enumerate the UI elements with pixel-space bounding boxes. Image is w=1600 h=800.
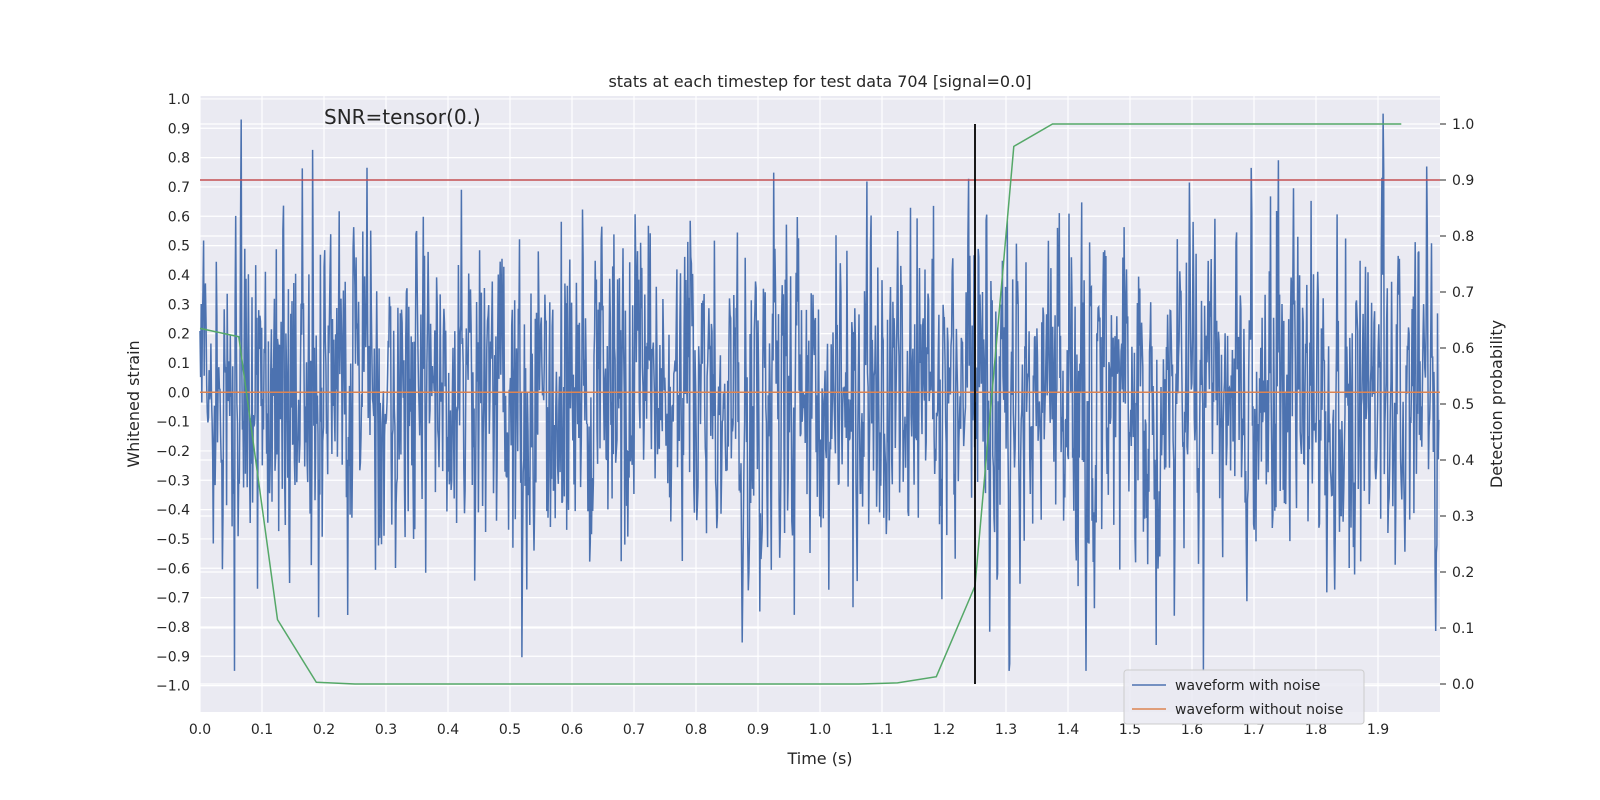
y-axis-ticks: 1.0 0.9 0.8 0.7 0.6 0.5 0.4 0.3 0.2 0.1 0.0 −0.1 −0.… (156, 92, 190, 695)
x-tick-label: 1.4 (1057, 722, 1079, 738)
x-tick-label: 0.1 (251, 722, 273, 738)
y-tick-label: −0.8 (156, 620, 190, 636)
y2-tick-label: 0.6 (1452, 341, 1474, 357)
y2-axis-ticks: 0.0 0.1 0.2 0.3 0.4 0.5 0.6 0.7 0.8 0.9 1.0 (1440, 117, 1474, 693)
x-tick-label: 0.0 (189, 722, 211, 738)
y2-tick-label: 0.1 (1452, 621, 1474, 637)
y2-tick-label: 0.8 (1452, 229, 1474, 245)
legend-box (1123, 669, 1365, 725)
y-tick-label: 0.4 (168, 268, 190, 284)
y-axis-label: Whitened strain (124, 340, 143, 467)
legend-label-waveform-without-noise: waveform without noise (1175, 702, 1343, 718)
y-tick-label: 0.6 (168, 209, 190, 225)
y-tick-label: −0.3 (156, 473, 190, 489)
x-tick-label: 0.5 (499, 722, 521, 738)
x-tick-label: 1.2 (933, 722, 955, 738)
y2-tick-label: 1.0 (1452, 117, 1474, 133)
x-tick-label: 0.8 (685, 722, 707, 738)
x-tick-label: 1.3 (995, 722, 1017, 738)
y-tick-label: 0.5 (168, 239, 190, 255)
x-tick-label: 0.4 (437, 722, 459, 738)
x-tick-label: 0.9 (747, 722, 769, 738)
x-axis-ticks: 0.0 0.1 0.2 0.3 0.4 0.5 0.6 0.7 0.8 0.9 1.0 1.1 1.2 1… (189, 722, 1389, 738)
y-tick-label: 0.2 (168, 327, 190, 343)
y-tick-label: −0.2 (156, 444, 190, 460)
y2-axis-label: Detection probability (1487, 320, 1506, 488)
y-tick-label: −0.9 (156, 649, 190, 665)
y-tick-label: −0.6 (156, 561, 190, 577)
y-tick-label: 0.7 (168, 180, 190, 196)
y2-tick-label: 0.9 (1452, 173, 1474, 189)
y2-tick-label: 0.7 (1452, 285, 1474, 301)
y-tick-label: 0.1 (168, 356, 190, 372)
x-tick-label: 1.8 (1305, 722, 1327, 738)
x-tick-label: 1.7 (1243, 722, 1265, 738)
y-tick-label: 0.8 (168, 151, 190, 167)
x-tick-label: 1.9 (1367, 722, 1389, 738)
y-tick-label: 1.0 (168, 92, 190, 108)
y2-tick-label: 0.5 (1452, 397, 1474, 413)
x-tick-label: 0.7 (623, 722, 645, 738)
x-tick-label: 1.5 (1119, 722, 1141, 738)
y2-tick-label: 0.2 (1452, 565, 1474, 581)
x-tick-label: 1.0 (809, 722, 831, 738)
x-tick-label: 0.6 (561, 722, 583, 738)
y-tick-label: −0.4 (156, 503, 190, 519)
grid (199, 96, 1440, 712)
legend-label-waveform-with-noise: waveform with noise (1175, 678, 1320, 694)
legend: waveform with noise waveform without noi… (1123, 669, 1365, 725)
x-axis-label: Time (s) (786, 749, 852, 768)
y-tick-label: −0.1 (156, 415, 190, 431)
y-tick-label: 0.0 (168, 385, 190, 401)
x-tick-label: 1.6 (1181, 722, 1203, 738)
y-tick-label: −0.7 (156, 591, 190, 607)
y2-tick-label: 0.3 (1452, 509, 1474, 525)
series-detection-probability (199, 123, 1402, 685)
y-tick-label: 0.9 (168, 121, 190, 137)
chart-title: stats at each timestep for test data 704… (608, 72, 1031, 91)
series-waveform-with-noise (199, 113, 1440, 671)
y-tick-label: −1.0 (156, 679, 190, 695)
snr-annotation: SNR=tensor(0.) (324, 105, 481, 129)
y2-tick-label: 0.4 (1452, 453, 1474, 469)
y2-tick-label: 0.0 (1452, 677, 1474, 693)
y-tick-label: 0.3 (168, 297, 190, 313)
x-tick-label: 0.3 (375, 722, 397, 738)
x-tick-label: 0.2 (313, 722, 335, 738)
x-tick-label: 1.1 (871, 722, 893, 738)
y-tick-label: −0.5 (156, 532, 190, 548)
